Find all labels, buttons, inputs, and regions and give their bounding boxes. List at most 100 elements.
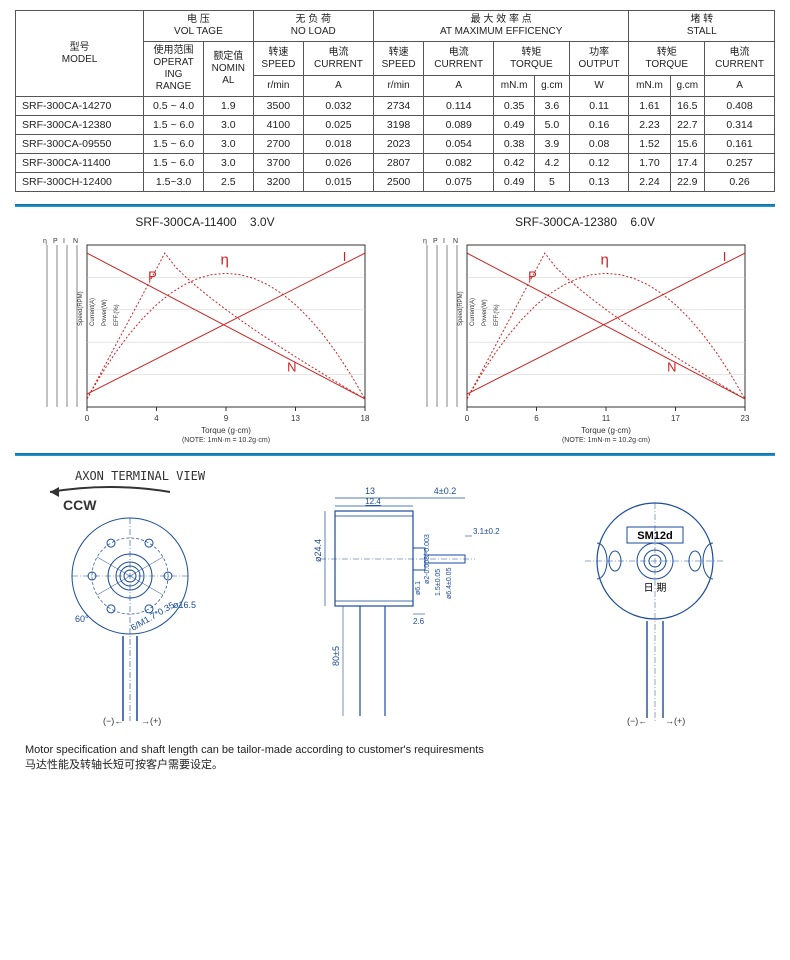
cell: 0.38 [494, 135, 535, 154]
u-A: A [304, 76, 374, 97]
cell: 0.26 [705, 173, 775, 192]
cell: 2734 [373, 97, 423, 116]
svg-text:ø24.4: ø24.4 [313, 539, 323, 562]
chart-svg: 0491318Torque (g·cm)(NOTE: 1mN·m = 10.2g… [35, 235, 375, 445]
footer-en: Motor specification and shaft length can… [25, 744, 484, 756]
svg-text:I: I [343, 249, 347, 264]
cell: 0.089 [424, 116, 494, 135]
cell: 0.075 [424, 173, 494, 192]
svg-text:Current(A): Current(A) [470, 298, 476, 326]
svg-text:N: N [453, 238, 458, 245]
svg-text:CCW: CCW [63, 497, 97, 513]
chart-left-model: SRF-300CA-11400 [135, 215, 236, 229]
hdr-maxeff: 最 大 效 率 点 AT MAXIMUM EFFICENCY [373, 11, 629, 42]
hdr-model: 型号 MODEL [16, 11, 144, 97]
u-mNm: mN.m [629, 76, 670, 97]
cell: 2.5 [203, 173, 253, 192]
table-row: SRF-300CA-142700.5 ~ 4.01.935000.0322734… [16, 97, 775, 116]
hdr-stall: 堵 转 STALL [629, 11, 775, 42]
cell: 3200 [253, 173, 303, 192]
svg-text:12.4: 12.4 [365, 497, 381, 506]
u-rmin: r/min [253, 76, 303, 97]
cell: 1.52 [629, 135, 670, 154]
cell: 3.9 [535, 135, 570, 154]
svg-text:3.1±0.2: 3.1±0.2 [473, 527, 500, 536]
cell: 5 [535, 173, 570, 192]
svg-text:Torque (g·cm): Torque (g·cm) [201, 426, 251, 435]
u-W: W [569, 76, 629, 97]
svg-text:Torque (g·cm): Torque (g·cm) [581, 426, 631, 435]
svg-text:6/M1.7*0.35: 6/M1.7*0.35 [129, 600, 176, 633]
cell: SRF-300CH-12400 [16, 173, 144, 192]
svg-text:ø6.4±0.05: ø6.4±0.05 [446, 567, 453, 599]
diag-side-svg: 13 12.4 4±0.2 3.1±0.2 ø24.4 ø2-0.008/-0.… [275, 466, 515, 726]
svg-text:1.5±0.05: 1.5±0.05 [435, 569, 442, 596]
svg-text:η: η [423, 238, 427, 245]
divider-blue [15, 204, 775, 207]
cell: 0.018 [304, 135, 374, 154]
svg-text:(NOTE: 1mN·m = 10.2g·cm): (NOTE: 1mN·m = 10.2g·cm) [182, 437, 270, 444]
cell: 0.314 [705, 116, 775, 135]
svg-text:ø16.5: ø16.5 [173, 600, 196, 610]
cell: 1.5 ~ 6.0 [144, 135, 204, 154]
cell: 0.015 [304, 173, 374, 192]
cell: 3700 [253, 154, 303, 173]
svg-text:η: η [43, 238, 47, 245]
cell: 0.13 [569, 173, 629, 192]
svg-text:23: 23 [741, 414, 750, 423]
svg-text:4: 4 [154, 414, 159, 423]
chart-right-model: SRF-300CA-12380 [515, 215, 617, 229]
hdr-nl-current: 电流CURRENT [304, 42, 374, 76]
cell: 16.5 [670, 97, 705, 116]
hdr-model-cn: 型号 [70, 42, 90, 53]
hdr-me-torque: 转矩TORQUE [494, 42, 570, 76]
svg-text:N: N [667, 359, 676, 374]
table-row: SRF-300CA-123801.5 ~ 6.03.041000.0253198… [16, 116, 775, 135]
svg-text:(NOTE: 1mN·m = 10.2g·cm): (NOTE: 1mN·m = 10.2g·cm) [562, 437, 650, 444]
svg-text:9: 9 [224, 414, 229, 423]
chart-left: SRF-300CA-11400 3.0V 0491318Torque (g·cm… [35, 215, 375, 445]
cell: 0.5 ~ 4.0 [144, 97, 204, 116]
u-mNm: mN.m [494, 76, 535, 97]
svg-text:4±0.2: 4±0.2 [434, 486, 456, 496]
cell: 0.16 [569, 116, 629, 135]
cell: 22.7 [670, 116, 705, 135]
cell: SRF-300CA-14270 [16, 97, 144, 116]
cell: 1.5~3.0 [144, 173, 204, 192]
svg-text:I: I [443, 238, 445, 245]
cell: 1.9 [203, 97, 253, 116]
svg-text:18: 18 [361, 414, 370, 423]
cell: 0.054 [424, 135, 494, 154]
svg-text:I: I [63, 238, 65, 245]
footer-note: Motor specification and shaft length can… [15, 738, 775, 776]
cell: 0.257 [705, 154, 775, 173]
table-row: SRF-300CA-095501.5 ~ 6.03.027000.0182023… [16, 135, 775, 154]
svg-text:2.6: 2.6 [413, 617, 425, 626]
cell: 0.35 [494, 97, 535, 116]
svg-text:11: 11 [602, 414, 611, 423]
cell: 0.49 [494, 173, 535, 192]
cell: 1.61 [629, 97, 670, 116]
u-gcm: g.cm [535, 76, 570, 97]
svg-text:P: P [433, 238, 438, 245]
cell: 1.70 [629, 154, 670, 173]
hdr-model-en: MODEL [62, 54, 98, 65]
svg-text:(−)←: (−)← [103, 716, 123, 726]
cell: 3.0 [203, 154, 253, 173]
svg-text:Speed(RPM): Speed(RPM) [458, 291, 464, 326]
cell: 4.2 [535, 154, 570, 173]
svg-text:EFF.(%): EFF.(%) [494, 304, 500, 326]
svg-text:80±5: 80±5 [331, 646, 341, 666]
cell: 22.9 [670, 173, 705, 192]
cell: 0.032 [304, 97, 374, 116]
svg-text:EFF.(%): EFF.(%) [114, 304, 120, 326]
svg-text:13: 13 [291, 414, 300, 423]
svg-text:→(+): →(+) [141, 716, 161, 726]
cell: 0.114 [424, 97, 494, 116]
diag-axon-svg: AXON TERMINAL VIEW CCW ø16.5 6/M1.7*0.35… [15, 466, 255, 726]
svg-text:60°: 60° [75, 614, 89, 624]
table-row: SRF-300CH-124001.5~3.02.532000.01525000.… [16, 173, 775, 192]
svg-text:0: 0 [465, 414, 470, 423]
cell: 0.08 [569, 135, 629, 154]
cell: 0.408 [705, 97, 775, 116]
